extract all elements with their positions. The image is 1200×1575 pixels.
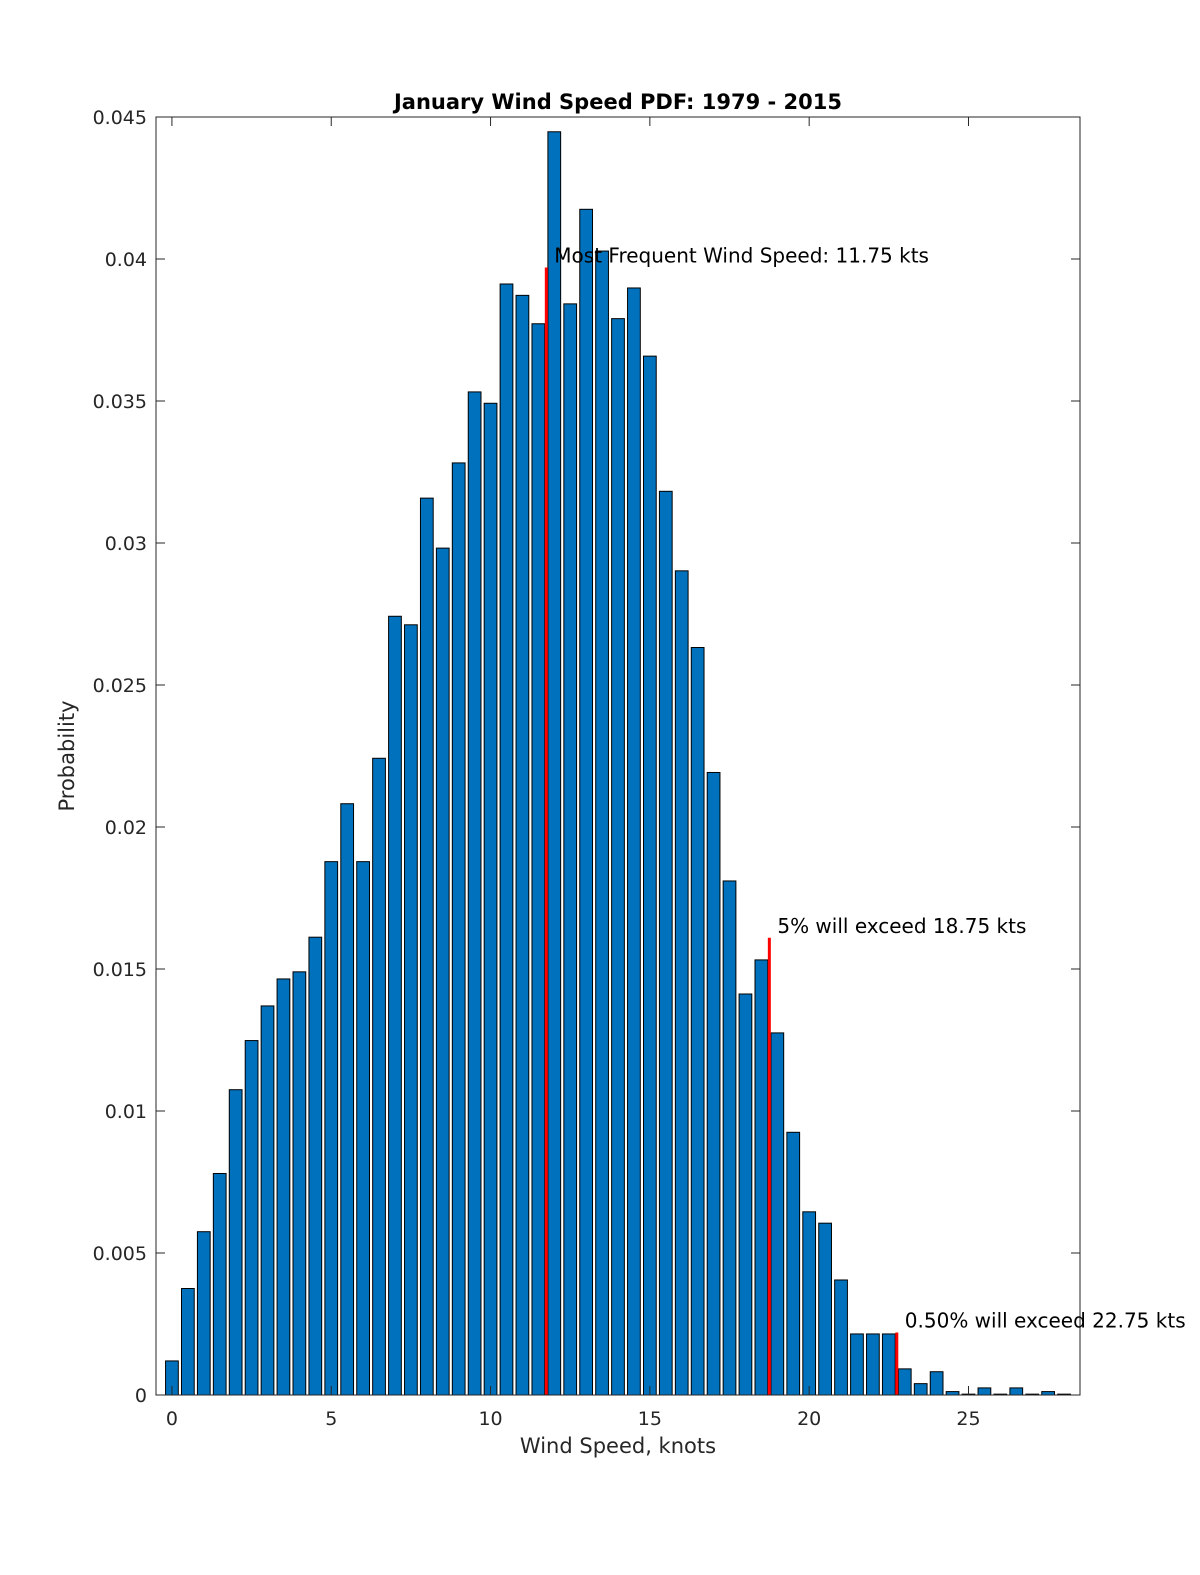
- bar: [483, 402, 498, 1396]
- y-axis-label: Probability: [55, 700, 79, 811]
- bar: [228, 1089, 243, 1396]
- bar: [1009, 1387, 1024, 1396]
- bar: [324, 861, 339, 1396]
- marker-annotation: Most Frequent Wind Speed: 11.75 kts: [554, 244, 929, 268]
- bar: [372, 757, 386, 1396]
- bar: [308, 936, 323, 1396]
- y-tick-label: 0.01: [105, 1101, 147, 1123]
- marker-annotation: 0.50% will exceed 22.75 kts: [905, 1309, 1186, 1333]
- bar: [802, 1211, 817, 1396]
- x-tick-label: 0: [166, 1408, 178, 1430]
- bar: [340, 803, 355, 1396]
- y-tick-label: 0.03: [105, 533, 147, 555]
- bar: [467, 391, 482, 1396]
- bar: [897, 1368, 912, 1396]
- bar: [276, 978, 291, 1396]
- bar: [595, 250, 609, 1396]
- bar: [547, 131, 562, 1396]
- bar: [260, 1005, 275, 1396]
- x-tick-label: 5: [325, 1408, 337, 1430]
- bar: [212, 1172, 227, 1396]
- bar: [292, 971, 307, 1396]
- bar: [690, 647, 705, 1396]
- y-tick-label: 0.035: [93, 391, 147, 413]
- x-tick-label: 10: [478, 1408, 502, 1430]
- bar: [754, 959, 769, 1396]
- bar: [881, 1333, 896, 1396]
- bar: [786, 1131, 801, 1396]
- bar: [1041, 1391, 1056, 1396]
- axes-box: [155, 116, 1081, 1396]
- y-tick-label: 0: [135, 1385, 147, 1407]
- axis-tick-labels: 0 5 10 15 20 25 0 0.005 0.01 0.015 0.02 0.025 0.03 0.…: [93, 107, 981, 1430]
- bar: [866, 1333, 880, 1396]
- x-tick-label: 25: [956, 1408, 980, 1430]
- bar: [531, 323, 546, 1396]
- bar-series: [165, 131, 1071, 1396]
- bar: [435, 547, 450, 1396]
- bar: [627, 287, 641, 1396]
- x-axis-label: Wind Speed, knots: [520, 1434, 716, 1458]
- bar: [945, 1391, 960, 1396]
- bar: [196, 1231, 211, 1396]
- bar: [642, 355, 657, 1396]
- bar: [818, 1222, 832, 1396]
- bar: [515, 294, 530, 1396]
- bar: [834, 1279, 848, 1396]
- bar: [977, 1387, 992, 1396]
- marker-annotations: Most Frequent Wind Speed: 11.75 kts 5% wi…: [554, 244, 1185, 1333]
- bar: [451, 462, 466, 1396]
- marker-annotation: 5% will exceed 18.75 kts: [777, 914, 1026, 938]
- bar: [929, 1371, 944, 1396]
- axis-ticks: [156, 116, 1080, 1396]
- y-tick-label: 0.005: [93, 1243, 147, 1265]
- bar: [658, 490, 673, 1396]
- bar: [404, 624, 418, 1396]
- bar: [244, 1040, 259, 1396]
- bar: [419, 497, 434, 1396]
- bar: [913, 1383, 928, 1396]
- y-tick-label: 0.02: [105, 817, 147, 839]
- x-tick-label: 20: [797, 1408, 821, 1430]
- y-tick-label: 0.04: [105, 249, 147, 271]
- bar: [563, 303, 578, 1396]
- bar: [579, 208, 594, 1396]
- bar: [356, 861, 370, 1396]
- bar: [180, 1288, 195, 1396]
- bar: [611, 318, 625, 1396]
- bar: [738, 993, 753, 1396]
- bar: [706, 771, 721, 1396]
- chart-title: January Wind Speed PDF: 1979 - 2015: [392, 90, 842, 114]
- bar: [850, 1333, 864, 1396]
- bar: [722, 880, 737, 1396]
- y-tick-label: 0.015: [93, 959, 147, 981]
- x-tick-label: 15: [638, 1408, 662, 1430]
- marker-lines: [544, 267, 899, 1395]
- y-tick-label: 0.045: [93, 107, 147, 129]
- y-tick-label: 0.025: [93, 675, 147, 697]
- bar: [770, 1032, 785, 1396]
- bar: [674, 570, 689, 1396]
- bar: [499, 283, 514, 1396]
- bar: [388, 615, 402, 1396]
